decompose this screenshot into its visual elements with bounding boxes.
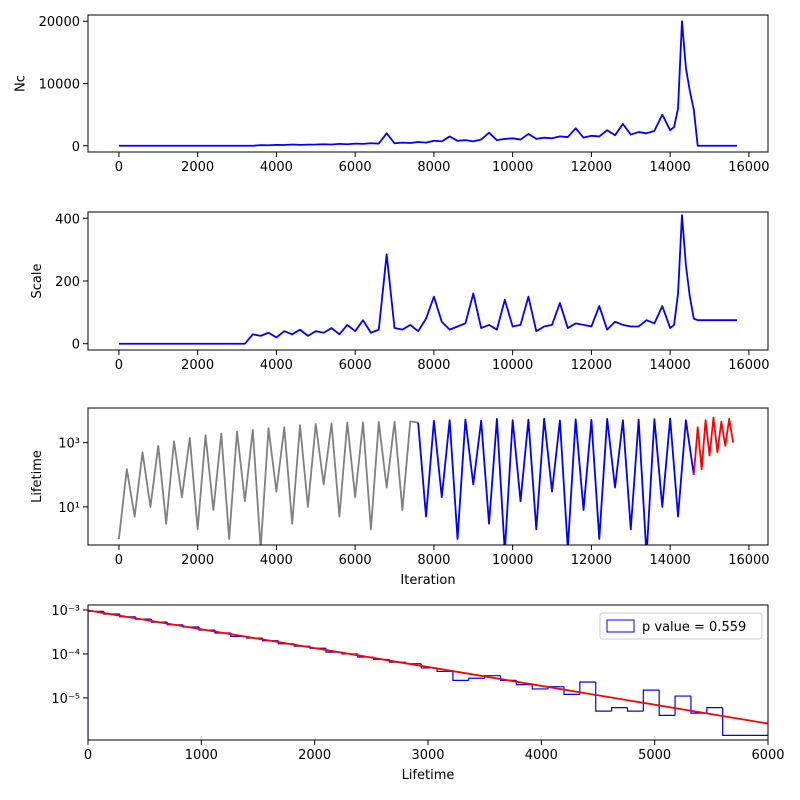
x-tick-label: 4000 <box>525 748 558 763</box>
hist-bin <box>658 690 676 716</box>
hist-bin <box>642 689 660 712</box>
plot-area <box>88 609 768 740</box>
x-tick-label: 10000 <box>492 160 533 175</box>
hist-bin <box>706 707 723 714</box>
hist-bin <box>579 681 596 695</box>
x-tick-label: 4000 <box>260 358 293 373</box>
data-line <box>118 20 738 147</box>
y-tick-label: 0 <box>72 140 80 155</box>
hist-bin <box>722 707 768 736</box>
axes-frame <box>87 407 769 546</box>
x-tick-label: 16000 <box>728 553 769 568</box>
hist-bin <box>468 677 485 681</box>
y-tick-label: 10³ <box>58 437 80 452</box>
x-axis-label: Iteration <box>400 573 455 588</box>
x-tick-label: 0 <box>84 748 92 763</box>
y-tick-label: 10000 <box>39 78 80 93</box>
axes-frame <box>87 14 769 153</box>
legend-box <box>599 612 763 640</box>
plot-area <box>118 214 738 345</box>
hist-bin <box>626 707 644 712</box>
x-tick-label: 0 <box>115 160 123 175</box>
y-tick-label: 10⁻⁵ <box>51 692 80 707</box>
y-axis-label: Lifetime <box>30 450 45 503</box>
x-tick-label: 16000 <box>728 160 769 175</box>
hist-bin <box>452 671 469 681</box>
hist-bin <box>595 681 612 712</box>
y-tick-label: 10⁻³ <box>51 604 80 619</box>
x-tick-label: 6000 <box>751 748 784 763</box>
y-axis-label: Scale <box>30 264 45 299</box>
x-tick-label: 12000 <box>571 358 612 373</box>
x-tick-label: 14000 <box>649 358 690 373</box>
x-tick-label: 12000 <box>571 160 612 175</box>
x-tick-label: 6000 <box>339 553 372 568</box>
y-tick-label: 0 <box>72 338 80 353</box>
y-tick-label: 10¹ <box>58 501 80 516</box>
x-tick-label: 2000 <box>181 553 214 568</box>
fit-line <box>88 609 768 725</box>
plot-area <box>118 416 735 545</box>
x-tick-label: 10000 <box>492 553 533 568</box>
x-tick-label: 2000 <box>181 160 214 175</box>
x-tick-label: 4000 <box>260 160 293 175</box>
x-tick-label: 8000 <box>417 358 450 373</box>
x-tick-label: 3000 <box>411 748 444 763</box>
plot-area <box>118 20 738 147</box>
x-tick-label: 0 <box>115 358 123 373</box>
x-axis-label: Lifetime <box>402 768 455 783</box>
data-line <box>118 214 738 345</box>
data-line <box>417 417 695 545</box>
x-tick-label: 5000 <box>638 748 671 763</box>
x-tick-label: 12000 <box>571 553 612 568</box>
axes-frame <box>87 211 769 351</box>
hist-bin <box>611 707 628 712</box>
x-tick-label: 6000 <box>339 358 372 373</box>
hist-bin <box>88 610 104 740</box>
x-tick-label: 2000 <box>298 748 331 763</box>
x-tick-label: 4000 <box>260 553 293 568</box>
x-tick-label: 8000 <box>417 160 450 175</box>
data-line <box>692 416 735 475</box>
y-tick-label: 400 <box>55 212 80 227</box>
x-tick-label: 0 <box>115 553 123 568</box>
y-tick-label: 20000 <box>39 15 80 30</box>
x-tick-label: 8000 <box>417 553 450 568</box>
hist-bin <box>531 684 549 690</box>
x-tick-label: 6000 <box>339 160 372 175</box>
y-tick-label: 200 <box>55 275 80 290</box>
x-tick-label: 10000 <box>492 358 533 373</box>
legend-label: p value = 0.559 <box>642 620 746 635</box>
y-axis-label: Nc <box>14 75 29 92</box>
x-tick-label: 2000 <box>181 358 214 373</box>
axes-frame <box>87 604 769 741</box>
data-line <box>118 420 419 545</box>
x-tick-label: 14000 <box>649 553 690 568</box>
x-tick-label: 16000 <box>728 358 769 373</box>
legend-patch <box>606 619 635 633</box>
hist-bin <box>674 695 691 716</box>
y-tick-label: 10⁻⁴ <box>51 648 80 663</box>
x-tick-label: 1000 <box>185 748 218 763</box>
x-tick-label: 14000 <box>649 160 690 175</box>
